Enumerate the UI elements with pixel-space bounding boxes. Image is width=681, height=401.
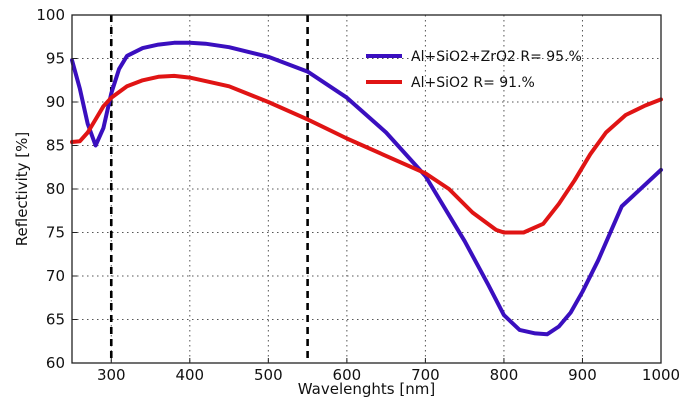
legend: Al+SiO2+ZrO2 R= 95.% Al+SiO2 R= 91.% [366,49,582,91]
y-tick-label: 65 [46,311,65,329]
x-tick-label: 500 [254,366,283,384]
series-line-2 [70,73,663,235]
x-tick-label: 800 [490,366,519,384]
y-tick-label: 90 [46,93,65,111]
x-tick-label: 400 [175,366,204,384]
x-axis-ticks: 300 400 500 600 700 800 900 1000 [97,358,680,384]
y-tick-label: 75 [46,224,65,242]
x-tick-label: 700 [411,366,440,384]
x-tick-label: 900 [568,366,597,384]
x-tick-label: 1000 [642,366,680,384]
y-tick-label: 95 [46,50,65,68]
legend-label-1: Al+SiO2+ZrO2 R= 95.% [411,49,582,65]
x-tick-label: 300 [97,366,126,384]
x-tick-label: 600 [333,366,362,384]
y-tick-label: 70 [46,267,65,285]
y-axis-ticks: 60 65 70 75 80 85 90 95 100 [36,6,77,372]
y-tick-label: 85 [46,137,65,155]
series-line-1 [70,40,663,337]
y-tick-label: 100 [36,6,65,24]
y-tick-label: 80 [46,180,65,198]
x-axis-label: Wavelenghts [nm] [298,380,435,398]
y-tick-label: 60 [46,354,65,372]
series-lines [70,40,663,337]
legend-label-2: Al+SiO2 R= 91.% [411,75,535,91]
y-axis-label: Reflectivity [%] [13,132,31,246]
vertical-markers [109,15,309,363]
